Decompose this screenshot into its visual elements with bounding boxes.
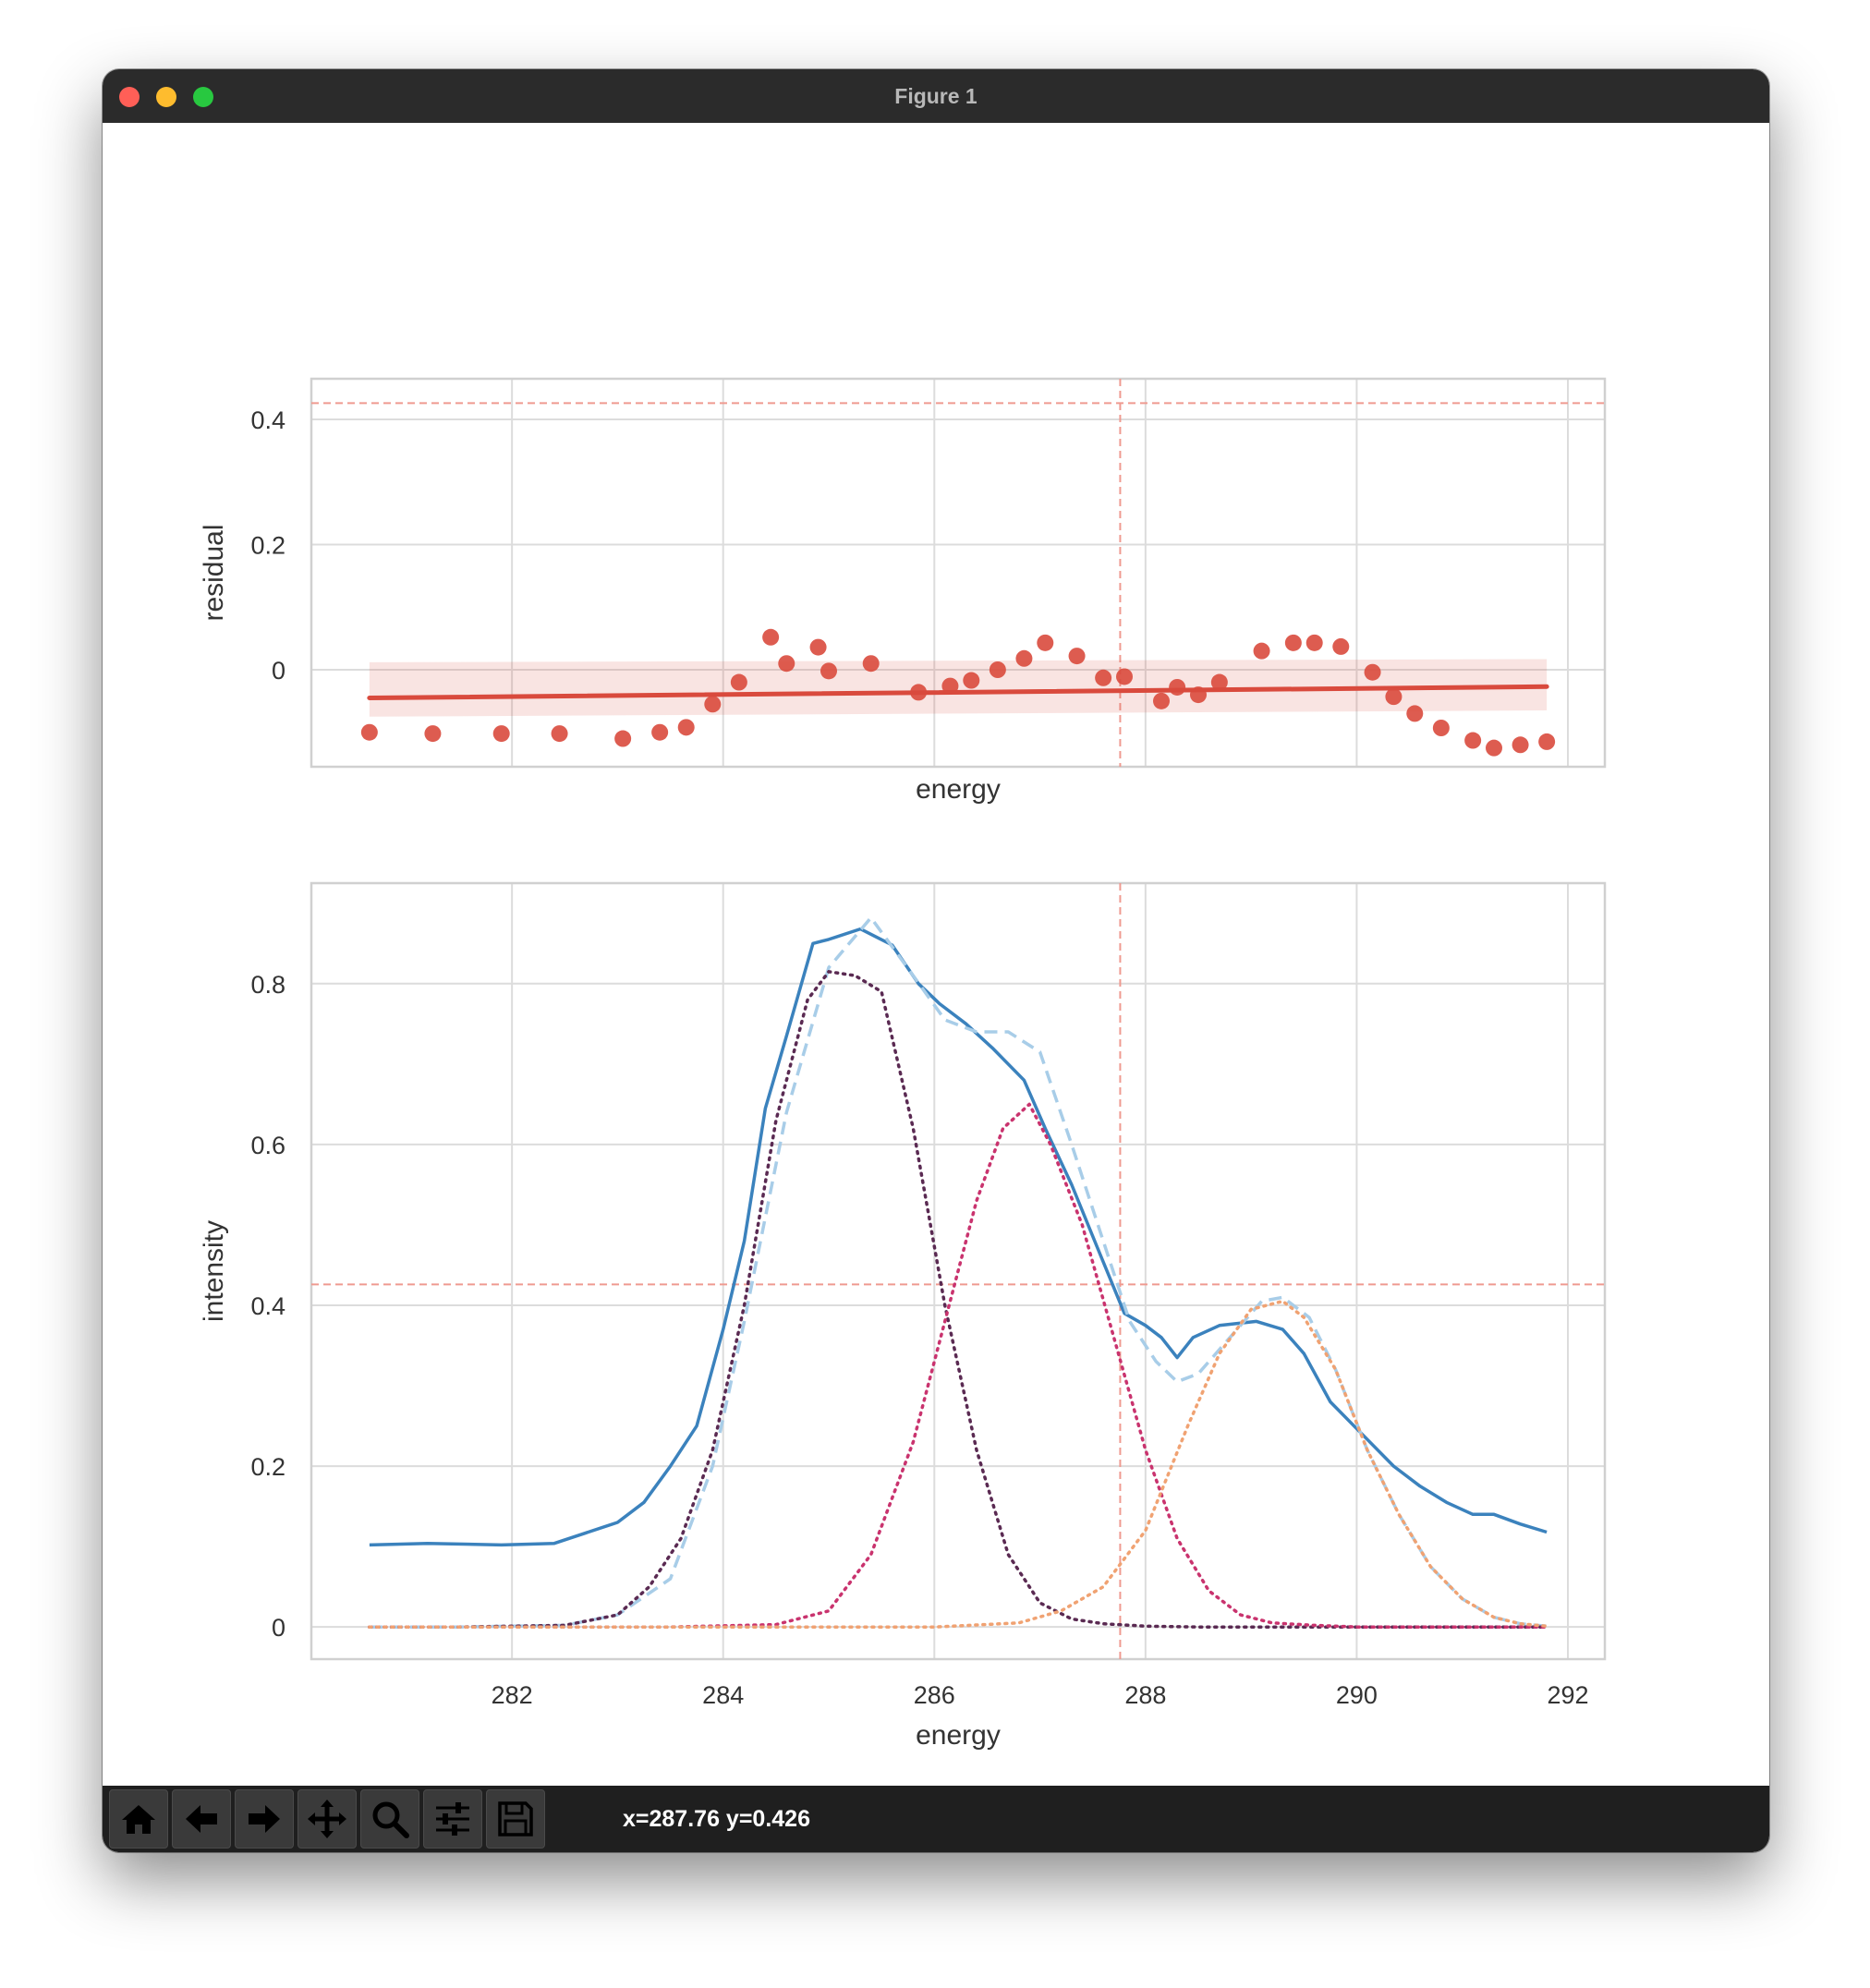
- y-axis-label: intensity: [199, 1220, 229, 1322]
- x-axis-label: energy: [916, 1720, 1001, 1751]
- home-button[interactable]: [109, 1789, 168, 1849]
- residual-point: [1385, 688, 1402, 706]
- y-tick-label: 0.2: [250, 1453, 285, 1481]
- residual-point: [1305, 634, 1323, 651]
- residual-point: [1332, 637, 1350, 655]
- residual-point: [809, 638, 827, 656]
- residual-point: [862, 655, 880, 673]
- y-tick-label: 0.4: [250, 1292, 285, 1320]
- residual-point: [677, 719, 695, 736]
- x-tick-label: 284: [702, 1681, 744, 1709]
- configure-subplots-button[interactable]: [423, 1789, 482, 1849]
- residual-point: [424, 725, 442, 743]
- figure-svg[interactable]: 0 0.2 0.4 energy residual 0 0.2 0.4 0.6 0.8 282 28…: [103, 123, 1769, 1786]
- series-line-solid-0: [369, 927, 1548, 1547]
- maximize-window-button[interactable]: [193, 87, 213, 107]
- floppy-disk-icon: [498, 1801, 533, 1836]
- navigation-toolbar: x=287.76 y=0.426: [103, 1786, 1769, 1852]
- residual-point: [651, 723, 669, 741]
- residual-point: [1253, 642, 1270, 660]
- residual-point: [1512, 736, 1529, 754]
- close-window-button[interactable]: [119, 87, 140, 107]
- forward-button[interactable]: [235, 1789, 294, 1849]
- residual-point: [1015, 649, 1033, 667]
- cursor-coordinates: x=287.76 y=0.426: [623, 1806, 810, 1832]
- residual-point: [1364, 663, 1381, 681]
- residual-point: [1432, 720, 1450, 736]
- residual-point: [1068, 648, 1086, 665]
- residual-point: [963, 672, 980, 689]
- title-bar: Figure 1: [103, 69, 1769, 124]
- save-button[interactable]: [486, 1789, 545, 1849]
- sliders-icon: [436, 1802, 469, 1836]
- intensity-axes[interactable]: 0 0.2 0.4 0.6 0.8 282 284 286 288 290 292 energy int…: [199, 881, 1607, 1751]
- arrow-left-icon: [186, 1805, 217, 1833]
- back-button[interactable]: [172, 1789, 231, 1849]
- series-line-dotted-4: [368, 1299, 1548, 1629]
- residual-point: [1284, 634, 1302, 651]
- axes-frame: [310, 377, 1607, 769]
- residual-point: [1169, 678, 1186, 696]
- axes-frame: [310, 881, 1607, 1661]
- residual-point: [820, 662, 837, 680]
- x-tick-label: 292: [1547, 1681, 1588, 1709]
- y-tick-label: 0.6: [250, 1132, 285, 1159]
- residual-point: [1153, 692, 1170, 709]
- residual-point: [1486, 739, 1502, 757]
- residual-point: [1406, 705, 1424, 722]
- residual-point: [989, 661, 1006, 678]
- residual-point: [1464, 732, 1482, 749]
- residual-point: [778, 655, 795, 673]
- y-tick-label: 0.2: [250, 532, 285, 560]
- pan-button[interactable]: [298, 1789, 357, 1849]
- move-icon: [308, 1800, 346, 1838]
- y-tick-label: 0.8: [250, 971, 285, 999]
- residual-point: [1095, 669, 1112, 686]
- y-tick-label: 0: [272, 1614, 285, 1642]
- figure-canvas[interactable]: 0 0.2 0.4 energy residual 0 0.2 0.4 0.6 0.8 282 28…: [103, 123, 1769, 1852]
- zoom-button[interactable]: [360, 1789, 419, 1849]
- y-axis-label: residual: [199, 524, 229, 621]
- x-axis-label: energy: [916, 774, 1001, 805]
- residual-point: [704, 696, 722, 713]
- residual-axes[interactable]: 0 0.2 0.4 energy residual: [199, 377, 1607, 805]
- residual-point: [1116, 668, 1133, 685]
- arrow-right-icon: [249, 1805, 280, 1833]
- x-tick-label: 282: [492, 1681, 533, 1709]
- residual-point: [730, 673, 747, 691]
- y-tick-label: 0.4: [250, 406, 285, 434]
- x-tick-label: 286: [914, 1681, 955, 1709]
- residual-point: [762, 628, 780, 646]
- residual-point: [492, 725, 510, 743]
- minimize-window-button[interactable]: [156, 87, 176, 107]
- home-icon: [122, 1805, 155, 1834]
- regression-line: [367, 684, 1549, 700]
- magnifier-icon: [372, 1801, 409, 1838]
- series-line-dotted-3: [368, 1102, 1548, 1629]
- x-tick-label: 290: [1336, 1681, 1378, 1709]
- x-tick-label: 288: [1124, 1681, 1166, 1709]
- residual-point: [614, 730, 632, 747]
- residual-point: [360, 723, 378, 741]
- residual-point: [551, 725, 568, 743]
- figure-window: Figure 1 0 0.2 0.4 energy residual 0 0.2 0.4 0.…: [103, 69, 1769, 1852]
- series-line-dotted-2: [368, 970, 1548, 1629]
- residual-point: [1210, 673, 1228, 691]
- window-title: Figure 1: [894, 84, 978, 108]
- y-tick-label: 0: [272, 657, 285, 685]
- residual-point: [1538, 733, 1556, 750]
- residual-point: [1037, 634, 1054, 651]
